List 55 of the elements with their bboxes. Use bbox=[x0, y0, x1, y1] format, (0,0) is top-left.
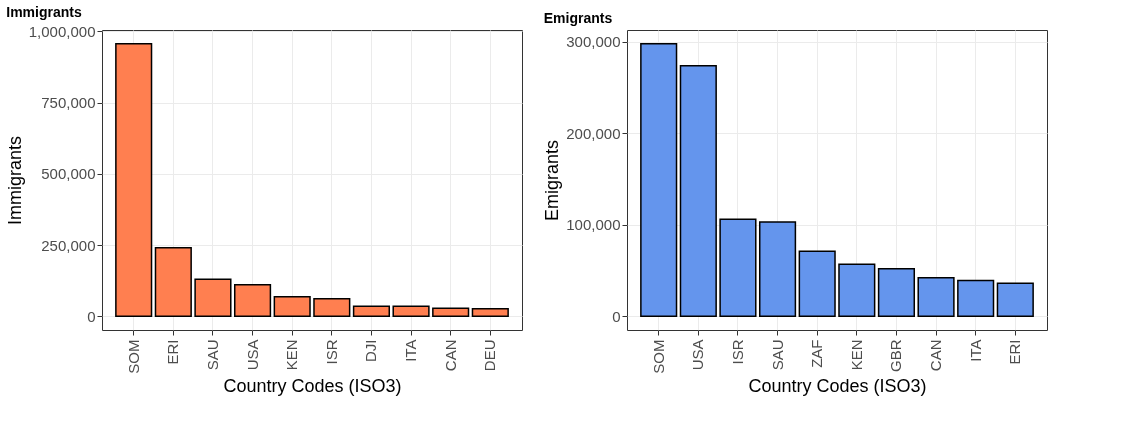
bar bbox=[352, 305, 391, 318]
bar bbox=[917, 277, 955, 318]
x-tick-label: ITA bbox=[966, 339, 984, 362]
x-tick-label: USA bbox=[243, 339, 261, 371]
bar bbox=[877, 267, 916, 318]
bar bbox=[313, 297, 351, 318]
x-tick-label: KEN bbox=[847, 339, 865, 371]
bar bbox=[194, 278, 232, 318]
x-tick-label: ITA bbox=[402, 339, 420, 362]
x-axis-title: Country Codes (ISO3) bbox=[223, 375, 402, 396]
bar bbox=[115, 42, 153, 318]
y-tick-label: 200,000 bbox=[566, 124, 621, 142]
bar bbox=[679, 64, 717, 318]
x-tick-label: SAU bbox=[768, 339, 786, 371]
x-tick-label: GBR bbox=[887, 339, 905, 373]
x-tick-label: ISR bbox=[728, 339, 746, 365]
y-tick-label: 500,000 bbox=[41, 165, 96, 183]
bar bbox=[471, 307, 509, 318]
chart-title: Emigrants bbox=[543, 10, 613, 26]
x-tick-label: ISR bbox=[322, 339, 340, 365]
y-tick-label: 1,000,000 bbox=[28, 22, 96, 40]
x-tick-label: ERI bbox=[164, 339, 182, 365]
bar bbox=[640, 42, 678, 318]
x-tick-label: SAU bbox=[203, 339, 221, 371]
bar bbox=[758, 221, 797, 318]
bar bbox=[273, 295, 311, 318]
y-axis-title: Emigrants bbox=[542, 139, 563, 222]
bar bbox=[154, 246, 192, 318]
chart-title: Immigrants bbox=[6, 4, 82, 21]
x-tick-label: KEN bbox=[283, 339, 301, 371]
bar bbox=[996, 282, 1034, 318]
bar bbox=[233, 283, 272, 318]
x-tick-label: SOM bbox=[649, 339, 667, 374]
bar bbox=[838, 263, 876, 318]
x-tick-label: ZAF bbox=[808, 339, 826, 368]
x-tick-label: DJI bbox=[362, 339, 380, 362]
bar bbox=[798, 250, 836, 318]
x-tick-label: CAN bbox=[927, 339, 945, 372]
x-tick-label: SOM bbox=[124, 339, 142, 374]
y-tick-label: 250,000 bbox=[41, 236, 96, 254]
bar bbox=[392, 305, 430, 318]
y-tick-label: 300,000 bbox=[566, 33, 621, 51]
y-tick-label: 750,000 bbox=[41, 94, 96, 112]
x-tick-label: DEU bbox=[481, 339, 499, 372]
y-tick-label: 100,000 bbox=[566, 216, 621, 234]
x-tick-label: USA bbox=[689, 339, 707, 371]
bar bbox=[719, 218, 757, 318]
x-axis-title: Country Codes (ISO3) bbox=[748, 375, 927, 396]
y-tick-label: 0 bbox=[612, 307, 621, 325]
bar bbox=[957, 279, 995, 318]
y-axis-title: Immigrants bbox=[4, 135, 25, 226]
x-tick-label: ERI bbox=[1006, 339, 1024, 365]
bar bbox=[432, 307, 470, 318]
y-tick-label: 0 bbox=[87, 307, 96, 325]
x-tick-label: CAN bbox=[441, 339, 459, 372]
